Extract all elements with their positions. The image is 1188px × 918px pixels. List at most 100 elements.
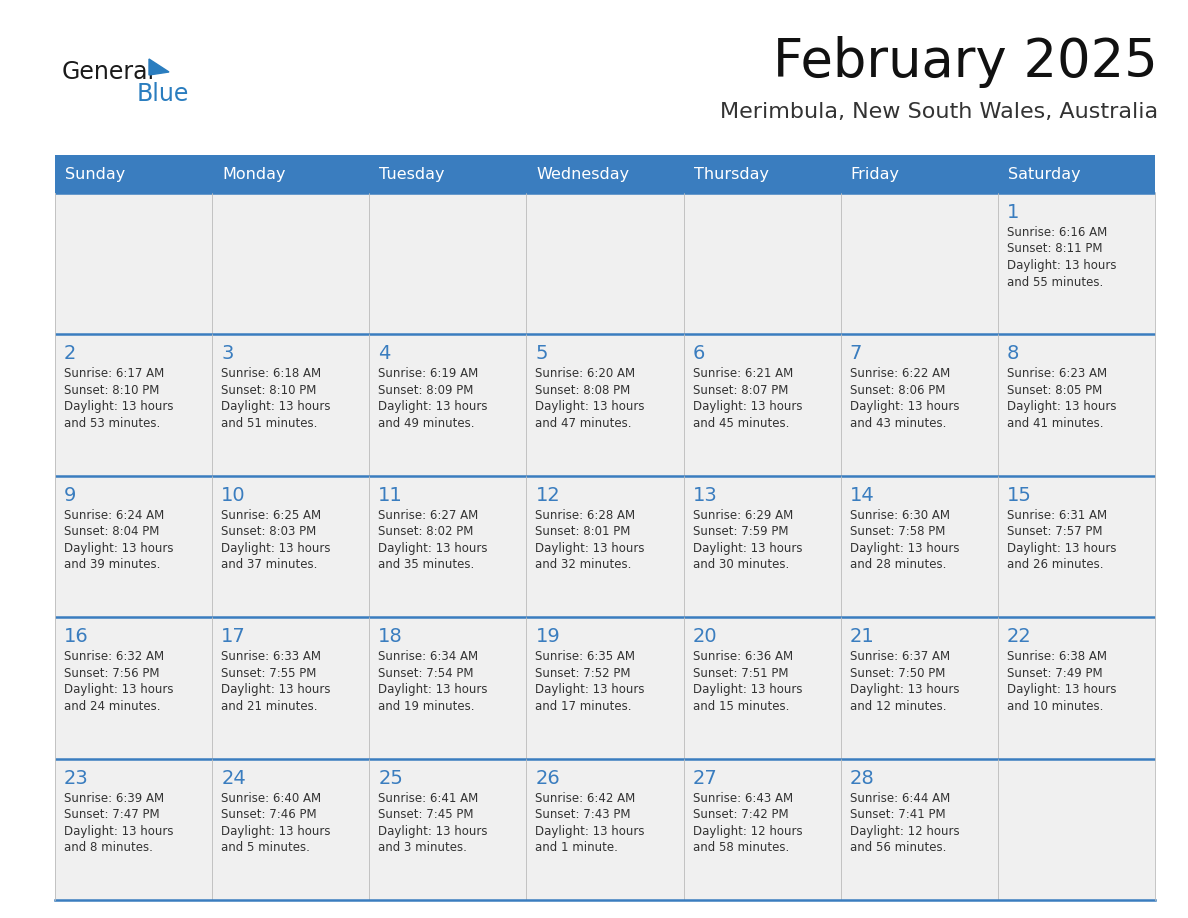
Text: Sunrise: 6:17 AM: Sunrise: 6:17 AM	[64, 367, 164, 380]
Text: Sunrise: 6:25 AM: Sunrise: 6:25 AM	[221, 509, 321, 521]
Text: 20: 20	[693, 627, 718, 646]
Text: and 10 minutes.: and 10 minutes.	[1007, 700, 1104, 712]
Bar	[55, 758, 213, 900]
Bar	[369, 758, 526, 900]
Text: Saturday: Saturday	[1007, 166, 1080, 182]
Text: and 24 minutes.: and 24 minutes.	[64, 700, 160, 712]
Bar	[213, 758, 369, 900]
Bar	[369, 193, 526, 334]
Text: Sunset: 7:45 PM: Sunset: 7:45 PM	[378, 808, 474, 821]
Text: Daylight: 13 hours: Daylight: 13 hours	[221, 400, 330, 413]
Text: Daylight: 13 hours: Daylight: 13 hours	[536, 683, 645, 696]
Text: Sunrise: 6:29 AM: Sunrise: 6:29 AM	[693, 509, 792, 521]
Text: February 2025: February 2025	[773, 36, 1158, 88]
Text: and 53 minutes.: and 53 minutes.	[64, 417, 160, 430]
Text: and 35 minutes.: and 35 minutes.	[378, 558, 474, 571]
Bar	[998, 334, 1155, 476]
Bar	[526, 758, 683, 900]
Text: Sunrise: 6:16 AM: Sunrise: 6:16 AM	[1007, 226, 1107, 239]
Text: and 8 minutes.: and 8 minutes.	[64, 841, 153, 854]
Text: 2: 2	[64, 344, 76, 364]
Text: 24: 24	[221, 768, 246, 788]
Text: Daylight: 13 hours: Daylight: 13 hours	[64, 683, 173, 696]
Text: Sunrise: 6:21 AM: Sunrise: 6:21 AM	[693, 367, 792, 380]
Text: 16: 16	[64, 627, 89, 646]
Text: Sunset: 8:06 PM: Sunset: 8:06 PM	[849, 384, 946, 397]
Text: 10: 10	[221, 486, 246, 505]
Text: and 39 minutes.: and 39 minutes.	[64, 558, 160, 571]
Text: and 49 minutes.: and 49 minutes.	[378, 417, 475, 430]
Bar	[526, 334, 683, 476]
Text: Sunset: 7:55 PM: Sunset: 7:55 PM	[221, 666, 316, 679]
Text: Daylight: 13 hours: Daylight: 13 hours	[378, 400, 488, 413]
Bar	[55, 617, 213, 758]
Text: Sunset: 8:07 PM: Sunset: 8:07 PM	[693, 384, 788, 397]
Text: General: General	[62, 60, 156, 84]
Text: 5: 5	[536, 344, 548, 364]
Text: Daylight: 13 hours: Daylight: 13 hours	[64, 400, 173, 413]
Text: 1: 1	[1007, 203, 1019, 222]
Text: Sunset: 7:57 PM: Sunset: 7:57 PM	[1007, 525, 1102, 538]
Text: Monday: Monday	[222, 166, 285, 182]
Bar	[55, 193, 213, 334]
Text: Sunrise: 6:31 AM: Sunrise: 6:31 AM	[1007, 509, 1107, 521]
Text: and 26 minutes.: and 26 minutes.	[1007, 558, 1104, 571]
Text: 14: 14	[849, 486, 874, 505]
Bar	[841, 617, 998, 758]
Text: Sunday: Sunday	[65, 166, 125, 182]
Text: Daylight: 13 hours: Daylight: 13 hours	[378, 683, 488, 696]
Text: Tuesday: Tuesday	[379, 166, 444, 182]
Text: 23: 23	[64, 768, 89, 788]
Polygon shape	[148, 59, 169, 75]
Bar	[55, 334, 213, 476]
Text: Sunrise: 6:43 AM: Sunrise: 6:43 AM	[693, 791, 792, 804]
Bar	[998, 758, 1155, 900]
Text: Sunset: 7:46 PM: Sunset: 7:46 PM	[221, 808, 317, 821]
Text: and 41 minutes.: and 41 minutes.	[1007, 417, 1104, 430]
Text: 8: 8	[1007, 344, 1019, 364]
Text: and 12 minutes.: and 12 minutes.	[849, 700, 946, 712]
Text: Sunset: 7:50 PM: Sunset: 7:50 PM	[849, 666, 946, 679]
Text: Sunset: 8:08 PM: Sunset: 8:08 PM	[536, 384, 631, 397]
Text: Sunrise: 6:40 AM: Sunrise: 6:40 AM	[221, 791, 321, 804]
Text: Sunrise: 6:36 AM: Sunrise: 6:36 AM	[693, 650, 792, 663]
Text: Sunset: 7:51 PM: Sunset: 7:51 PM	[693, 666, 788, 679]
Text: 25: 25	[378, 768, 403, 788]
Bar	[213, 617, 369, 758]
Text: 18: 18	[378, 627, 403, 646]
Text: Sunrise: 6:30 AM: Sunrise: 6:30 AM	[849, 509, 949, 521]
Text: Daylight: 13 hours: Daylight: 13 hours	[849, 683, 959, 696]
Text: Sunset: 8:02 PM: Sunset: 8:02 PM	[378, 525, 474, 538]
Text: Daylight: 13 hours: Daylight: 13 hours	[536, 542, 645, 554]
Text: 27: 27	[693, 768, 718, 788]
Text: 28: 28	[849, 768, 874, 788]
Bar	[683, 476, 841, 617]
Text: Daylight: 12 hours: Daylight: 12 hours	[849, 824, 960, 837]
Text: and 43 minutes.: and 43 minutes.	[849, 417, 946, 430]
Text: Daylight: 13 hours: Daylight: 13 hours	[221, 683, 330, 696]
Text: Sunset: 7:47 PM: Sunset: 7:47 PM	[64, 808, 159, 821]
Bar	[683, 334, 841, 476]
Text: Sunset: 8:10 PM: Sunset: 8:10 PM	[64, 384, 159, 397]
Bar	[841, 334, 998, 476]
Text: Sunrise: 6:37 AM: Sunrise: 6:37 AM	[849, 650, 950, 663]
Bar	[526, 193, 683, 334]
Text: Daylight: 13 hours: Daylight: 13 hours	[64, 824, 173, 837]
Text: 13: 13	[693, 486, 718, 505]
Text: Wednesday: Wednesday	[537, 166, 630, 182]
Text: Sunrise: 6:39 AM: Sunrise: 6:39 AM	[64, 791, 164, 804]
Text: Sunrise: 6:44 AM: Sunrise: 6:44 AM	[849, 791, 950, 804]
Text: and 37 minutes.: and 37 minutes.	[221, 558, 317, 571]
Bar	[369, 617, 526, 758]
Bar	[55, 476, 213, 617]
Text: and 56 minutes.: and 56 minutes.	[849, 841, 946, 854]
Text: Daylight: 13 hours: Daylight: 13 hours	[536, 824, 645, 837]
Text: and 32 minutes.: and 32 minutes.	[536, 558, 632, 571]
Bar	[213, 334, 369, 476]
Bar	[998, 476, 1155, 617]
Text: Sunset: 8:04 PM: Sunset: 8:04 PM	[64, 525, 159, 538]
Text: Sunset: 7:58 PM: Sunset: 7:58 PM	[849, 525, 946, 538]
Text: and 45 minutes.: and 45 minutes.	[693, 417, 789, 430]
Text: Daylight: 13 hours: Daylight: 13 hours	[1007, 542, 1117, 554]
Text: Daylight: 13 hours: Daylight: 13 hours	[849, 400, 959, 413]
